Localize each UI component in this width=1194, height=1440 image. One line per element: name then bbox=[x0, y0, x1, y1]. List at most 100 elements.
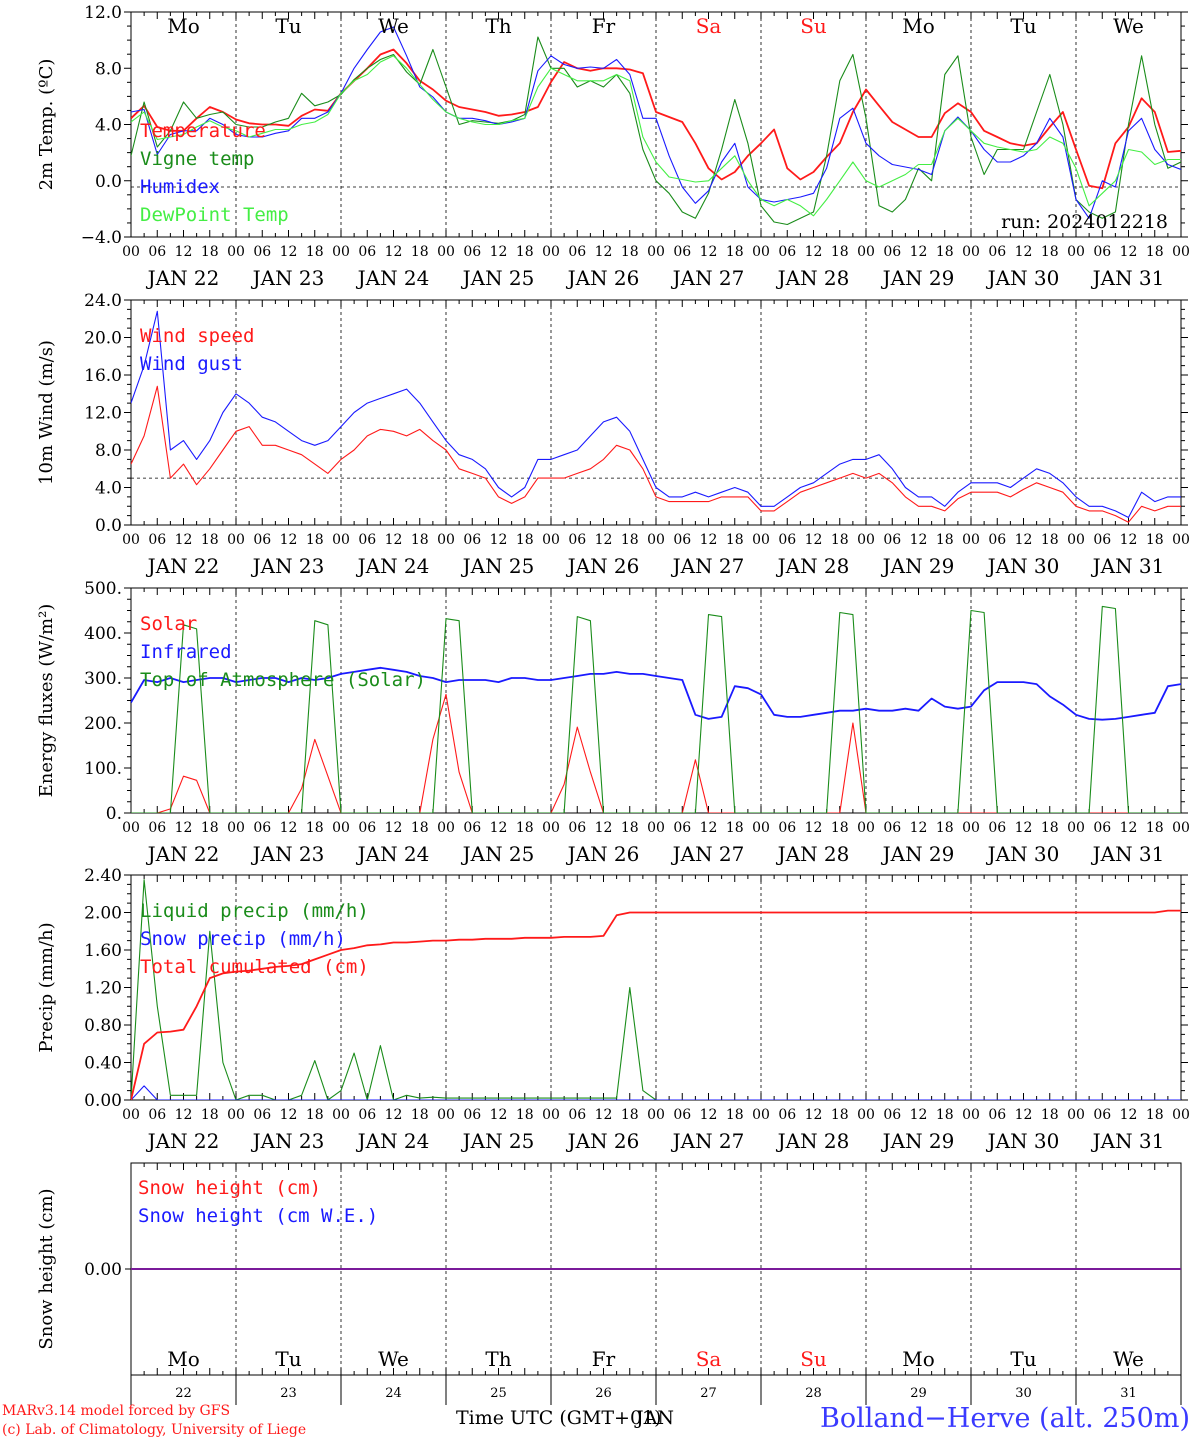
hour-label: 12 bbox=[175, 820, 193, 836]
y-tick-label: 0.00 bbox=[84, 1091, 122, 1111]
hour-label: 00 bbox=[332, 532, 350, 548]
hour-label: 06 bbox=[253, 532, 271, 548]
hour-label: 12 bbox=[280, 244, 298, 260]
date-label: JAN 31 bbox=[1091, 1129, 1165, 1153]
hour-label: 18 bbox=[411, 244, 429, 260]
y-tick-label: 0.00 bbox=[84, 1260, 122, 1280]
date-label: JAN 22 bbox=[146, 554, 220, 578]
hour-label: 18 bbox=[1041, 1107, 1059, 1123]
hour-label: 06 bbox=[463, 1107, 481, 1123]
hour-label: 00 bbox=[227, 1107, 245, 1123]
date-number: 29 bbox=[910, 1386, 927, 1401]
hour-label: 00 bbox=[962, 1107, 980, 1123]
hour-label: 12 bbox=[1015, 244, 1033, 260]
date-number: 28 bbox=[805, 1386, 822, 1401]
hour-label: 18 bbox=[936, 244, 954, 260]
date-label: JAN 27 bbox=[671, 554, 745, 578]
hour-label: 00 bbox=[1172, 244, 1190, 260]
date-label: JAN 28 bbox=[776, 842, 850, 866]
legend-entry: Wind gust bbox=[140, 353, 243, 375]
date-label: JAN 23 bbox=[251, 1129, 325, 1153]
hour-label: 00 bbox=[122, 820, 140, 836]
hour-label: 00 bbox=[437, 1107, 455, 1123]
hour-label: 00 bbox=[227, 244, 245, 260]
hour-label: 12 bbox=[805, 244, 823, 260]
series-line bbox=[131, 310, 1181, 519]
date-number: 23 bbox=[280, 1386, 297, 1401]
date-label: JAN 25 bbox=[461, 842, 535, 866]
hour-label: 06 bbox=[883, 532, 901, 548]
hour-label: 00 bbox=[332, 244, 350, 260]
series-line bbox=[131, 666, 1181, 721]
hour-label: 12 bbox=[280, 532, 298, 548]
y-tick-label: 100. bbox=[84, 759, 122, 779]
hour-label: 18 bbox=[726, 532, 744, 548]
date-label: JAN 31 bbox=[1091, 842, 1165, 866]
date-label: JAN 23 bbox=[251, 266, 325, 290]
hour-label: 18 bbox=[936, 820, 954, 836]
date-label: JAN 24 bbox=[356, 1129, 430, 1153]
day-name: Su bbox=[800, 14, 827, 38]
hour-label: 12 bbox=[490, 1107, 508, 1123]
hour-label: 06 bbox=[463, 244, 481, 260]
plot-frame bbox=[130, 299, 1182, 526]
hour-label: 12 bbox=[385, 244, 403, 260]
y-tick-label: 12.0 bbox=[84, 3, 122, 23]
hour-label: 00 bbox=[542, 1107, 560, 1123]
y-tick-label: 2.40 bbox=[84, 866, 122, 886]
run-label: run: 2024012218 bbox=[1001, 211, 1168, 233]
hour-label: 00 bbox=[332, 820, 350, 836]
y-tick-label: 8.0 bbox=[95, 59, 122, 79]
day-name: Sa bbox=[696, 1347, 722, 1371]
y-tick-label: 0.40 bbox=[84, 1054, 122, 1074]
date-number: 27 bbox=[700, 1386, 717, 1401]
y-axis-label: Energy fluxes (W/m²) bbox=[36, 604, 57, 798]
hour-label: 12 bbox=[700, 820, 718, 836]
series-line bbox=[131, 48, 1181, 190]
date-label: JAN 24 bbox=[356, 842, 430, 866]
hour-label: 18 bbox=[936, 1107, 954, 1123]
hour-label: 00 bbox=[1172, 1107, 1190, 1123]
y-tick-label: 4.0 bbox=[95, 479, 122, 499]
hour-label: 00 bbox=[437, 244, 455, 260]
date-label: JAN 26 bbox=[566, 1129, 640, 1153]
date-label: JAN 25 bbox=[461, 1129, 535, 1153]
hour-label: 12 bbox=[1120, 1107, 1138, 1123]
hour-label: 06 bbox=[883, 820, 901, 836]
hour-label: 12 bbox=[490, 532, 508, 548]
y-tick-label: 200. bbox=[84, 714, 122, 734]
hour-label: 00 bbox=[857, 820, 875, 836]
y-tick-label: 12.0 bbox=[84, 404, 122, 424]
hour-label: 18 bbox=[726, 820, 744, 836]
hour-label: 06 bbox=[1093, 1107, 1111, 1123]
legend-entry: Snow precip (mm/h) bbox=[140, 928, 346, 950]
date-label: JAN 23 bbox=[251, 554, 325, 578]
hour-label: 12 bbox=[595, 244, 613, 260]
hour-label: 18 bbox=[516, 532, 534, 548]
y-tick-label: 24.0 bbox=[84, 291, 122, 311]
hour-label: 12 bbox=[175, 532, 193, 548]
day-name: Sa bbox=[696, 14, 722, 38]
legend-entry: Total cumulated (cm) bbox=[140, 956, 369, 978]
series-line bbox=[131, 26, 1181, 219]
x-axis-label: Time UTC (GMT+01) bbox=[456, 1407, 662, 1429]
day-name: We bbox=[1113, 14, 1144, 38]
x-axis-label-overlap: JAN bbox=[634, 1407, 674, 1429]
hour-label: 06 bbox=[778, 820, 796, 836]
series-line bbox=[131, 605, 1181, 813]
legend-entry: Temperature bbox=[140, 120, 266, 142]
hour-label: 18 bbox=[516, 1107, 534, 1123]
hour-label: 00 bbox=[752, 820, 770, 836]
hour-label: 12 bbox=[595, 820, 613, 836]
panel-1: −4.0 0.0 4.0 8.0 12.0 2m Temp. (ºC) Temperatur… bbox=[36, 3, 1190, 290]
hour-label: 18 bbox=[411, 820, 429, 836]
credit-line-2: (c) Lab. of Climatology, University of L… bbox=[2, 1422, 306, 1438]
hour-label: 18 bbox=[1146, 1107, 1164, 1123]
hour-label: 18 bbox=[621, 820, 639, 836]
day-name: We bbox=[378, 1347, 409, 1371]
date-number: 30 bbox=[1015, 1386, 1032, 1401]
day-name: We bbox=[378, 14, 409, 38]
day-name: Tu bbox=[1010, 14, 1036, 38]
hour-label: 18 bbox=[201, 820, 219, 836]
hour-label: 18 bbox=[1041, 532, 1059, 548]
